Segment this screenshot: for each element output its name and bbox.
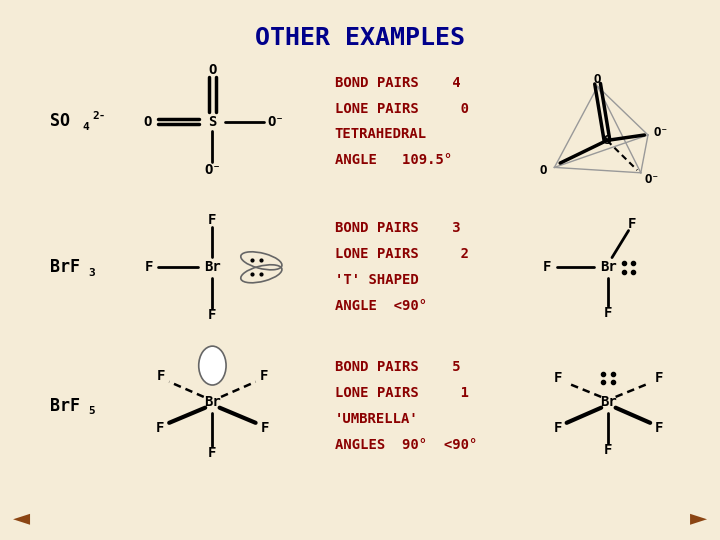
- Text: O⁻: O⁻: [267, 114, 284, 129]
- Text: S: S: [603, 134, 611, 147]
- Text: F: F: [208, 308, 217, 322]
- Text: O: O: [143, 114, 152, 129]
- Text: O: O: [539, 164, 546, 177]
- Text: LONE PAIRS     1: LONE PAIRS 1: [335, 386, 469, 400]
- Text: F: F: [627, 217, 636, 231]
- Text: F: F: [261, 421, 269, 435]
- Text: O⁻: O⁻: [204, 163, 221, 177]
- Text: F: F: [654, 371, 663, 385]
- Text: Br: Br: [600, 395, 617, 409]
- Ellipse shape: [199, 346, 226, 385]
- Text: TETRAHEDRAL: TETRAHEDRAL: [335, 127, 427, 141]
- Text: SO: SO: [50, 112, 71, 131]
- Text: F: F: [654, 421, 663, 435]
- Text: O: O: [208, 63, 217, 77]
- Text: F: F: [604, 443, 613, 457]
- Text: 'UMBRELLA': 'UMBRELLA': [335, 412, 418, 426]
- Text: ANGLE  <90°: ANGLE <90°: [335, 299, 427, 313]
- Text: 2-: 2-: [92, 111, 106, 121]
- Text: F: F: [156, 369, 165, 383]
- Text: ANGLE   109.5°: ANGLE 109.5°: [335, 153, 452, 167]
- Text: Br: Br: [204, 395, 221, 409]
- Text: S: S: [208, 114, 217, 129]
- Text: ANGLES  90°  <90°: ANGLES 90° <90°: [335, 438, 477, 452]
- Text: O⁻: O⁻: [645, 173, 660, 186]
- Text: BrF: BrF: [50, 397, 81, 415]
- Text: O⁻: O⁻: [654, 126, 668, 139]
- Text: 4: 4: [83, 122, 89, 132]
- Text: BrF: BrF: [50, 258, 81, 276]
- Text: ◄: ◄: [13, 508, 30, 529]
- Text: F: F: [208, 446, 217, 460]
- Text: LONE PAIRS     2: LONE PAIRS 2: [335, 247, 469, 261]
- Text: BOND PAIRS    3: BOND PAIRS 3: [335, 221, 460, 235]
- Text: F: F: [543, 260, 552, 274]
- Text: 'T' SHAPED: 'T' SHAPED: [335, 273, 418, 287]
- Text: F: F: [145, 260, 153, 274]
- Text: F: F: [156, 421, 164, 435]
- Text: F: F: [554, 371, 562, 385]
- Text: F: F: [604, 306, 613, 320]
- Text: Br: Br: [600, 260, 617, 274]
- Text: OTHER EXAMPLES: OTHER EXAMPLES: [255, 26, 465, 50]
- Text: BOND PAIRS    5: BOND PAIRS 5: [335, 360, 460, 374]
- Text: F: F: [260, 369, 269, 383]
- Text: F: F: [554, 421, 562, 435]
- Text: 5: 5: [88, 407, 94, 416]
- Text: ►: ►: [690, 508, 707, 529]
- Text: Br: Br: [204, 260, 221, 274]
- Text: O: O: [594, 73, 601, 86]
- Text: LONE PAIRS     0: LONE PAIRS 0: [335, 102, 469, 116]
- Text: F: F: [208, 213, 217, 227]
- Text: BOND PAIRS    4: BOND PAIRS 4: [335, 76, 460, 90]
- Text: 3: 3: [88, 268, 94, 278]
